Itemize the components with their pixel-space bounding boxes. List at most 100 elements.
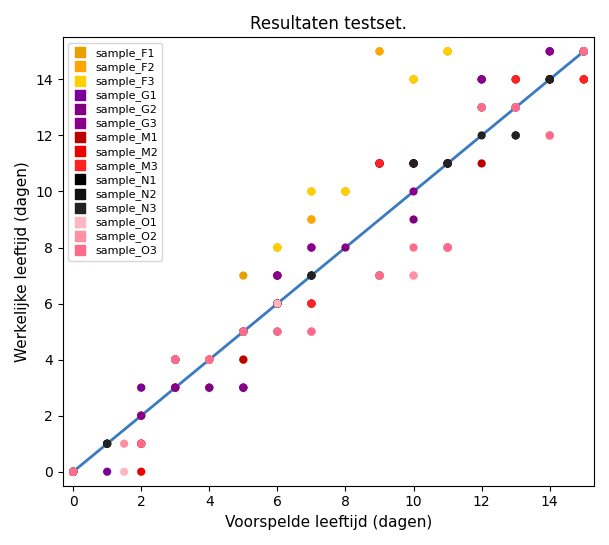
- sample_F3: [136, 411, 146, 420]
- sample_O3: [579, 47, 589, 56]
- sample_G2: [68, 468, 78, 476]
- sample_F1: [272, 243, 282, 252]
- sample_G1: [511, 103, 521, 112]
- sample_O1: [306, 327, 316, 336]
- sample_F1: [306, 187, 316, 196]
- sample_G3: [579, 47, 589, 56]
- sample_M3: [375, 159, 384, 168]
- sample_F2: [340, 187, 350, 196]
- sample_M3: [306, 299, 316, 308]
- sample_G3: [409, 187, 418, 196]
- sample_G1: [171, 383, 180, 392]
- sample_G2: [409, 215, 418, 224]
- sample_N1: [375, 271, 384, 280]
- sample_N3: [579, 47, 589, 56]
- sample_M2: [306, 299, 316, 308]
- sample_G1: [545, 47, 555, 56]
- sample_O1: [443, 243, 452, 252]
- sample_G3: [272, 271, 282, 280]
- sample_O1: [205, 355, 214, 364]
- sample_O2: [239, 327, 248, 336]
- sample_G3: [443, 159, 452, 168]
- sample_M1: [306, 299, 316, 308]
- sample_F2: [375, 47, 384, 56]
- sample_F2: [443, 47, 452, 56]
- sample_F3: [272, 271, 282, 280]
- sample_M3: [579, 75, 589, 84]
- sample_O3: [409, 243, 418, 252]
- sample_M2: [68, 468, 78, 476]
- sample_F1: [171, 383, 180, 392]
- sample_M3: [239, 327, 248, 336]
- sample_N2: [306, 271, 316, 280]
- sample_N2: [239, 327, 248, 336]
- sample_O1: [477, 103, 487, 112]
- sample_N1: [579, 47, 589, 56]
- sample_G3: [545, 47, 555, 56]
- sample_O3: [545, 131, 555, 140]
- sample_O3: [511, 103, 521, 112]
- sample_O3: [171, 355, 180, 364]
- sample_O2: [306, 327, 316, 336]
- sample_M1: [579, 75, 589, 84]
- sample_F3: [306, 187, 316, 196]
- sample_N1: [409, 159, 418, 168]
- sample_N3: [272, 327, 282, 336]
- sample_N1: [272, 299, 282, 308]
- sample_G3: [306, 243, 316, 252]
- sample_O2: [272, 327, 282, 336]
- sample_O3: [239, 327, 248, 336]
- sample_O2: [119, 439, 129, 448]
- sample_N1: [239, 327, 248, 336]
- sample_G2: [477, 75, 487, 84]
- sample_O3: [272, 327, 282, 336]
- sample_O1: [68, 468, 78, 476]
- sample_F2: [136, 411, 146, 420]
- sample_M2: [409, 159, 418, 168]
- sample_M1: [477, 159, 487, 168]
- sample_M2: [272, 299, 282, 308]
- sample_N3: [409, 159, 418, 168]
- sample_N3: [375, 271, 384, 280]
- sample_N3: [239, 327, 248, 336]
- sample_G1: [272, 271, 282, 280]
- sample_M2: [579, 75, 589, 84]
- sample_N3: [511, 131, 521, 140]
- sample_F1: [102, 439, 112, 448]
- sample_N2: [409, 159, 418, 168]
- sample_F1: [409, 75, 418, 84]
- sample_O2: [375, 271, 384, 280]
- sample_F2: [205, 355, 214, 364]
- sample_N2: [443, 159, 452, 168]
- sample_F3: [171, 383, 180, 392]
- sample_F3: [340, 187, 350, 196]
- sample_F1: [306, 215, 316, 224]
- sample_N3: [102, 439, 112, 448]
- sample_G1: [239, 383, 248, 392]
- sample_G2: [511, 103, 521, 112]
- sample_N1: [511, 103, 521, 112]
- sample_F2: [306, 215, 316, 224]
- sample_O2: [443, 243, 452, 252]
- sample_G3: [136, 411, 146, 420]
- sample_G2: [375, 159, 384, 168]
- sample_N1: [68, 468, 78, 476]
- Legend: sample_F1, sample_F2, sample_F3, sample_G1, sample_G2, sample_G3, sample_M1, sam: sample_F1, sample_F2, sample_F3, sample_…: [68, 43, 163, 261]
- sample_O1: [579, 47, 589, 56]
- sample_F1: [375, 47, 384, 56]
- X-axis label: Voorspelde leeftijd (dagen): Voorspelde leeftijd (dagen): [225, 515, 432, 530]
- sample_N3: [477, 131, 487, 140]
- sample_M1: [239, 355, 248, 364]
- sample_N1: [443, 159, 452, 168]
- sample_M2: [375, 159, 384, 168]
- sample_N3: [68, 468, 78, 476]
- sample_F1: [68, 468, 78, 476]
- sample_F3: [171, 355, 180, 364]
- sample_G1: [306, 243, 316, 252]
- sample_F1: [136, 383, 146, 392]
- sample_N2: [579, 47, 589, 56]
- sample_M2: [511, 75, 521, 84]
- sample_M1: [136, 439, 146, 448]
- sample_M3: [443, 159, 452, 168]
- sample_O3: [205, 355, 214, 364]
